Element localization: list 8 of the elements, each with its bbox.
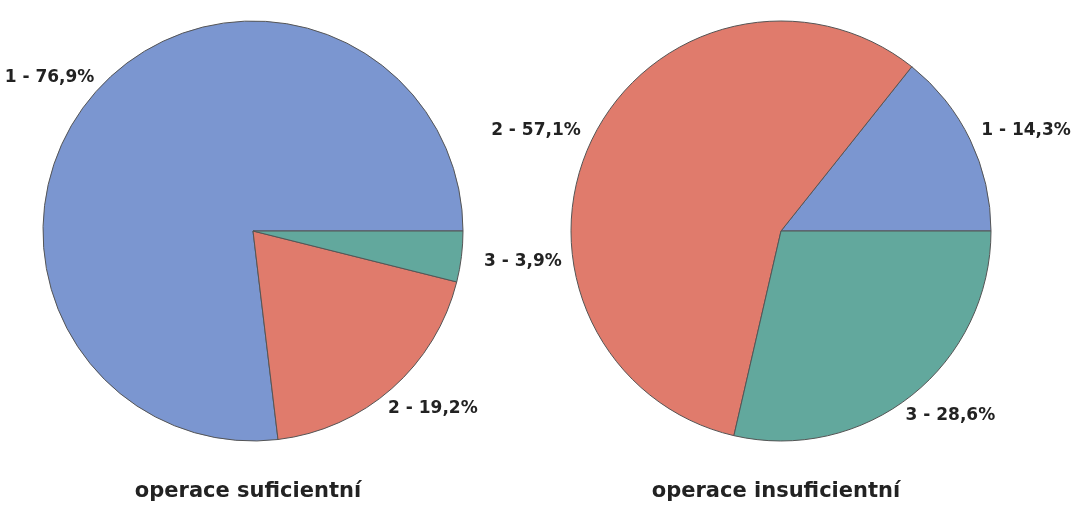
slice-label: 2 - 57,1%	[491, 119, 581, 140]
text: operace insuficientní	[650, 478, 902, 502]
slice-label: 2 - 19,2%	[388, 396, 478, 417]
slice-label: 1 - 14,3%	[981, 119, 1071, 140]
slice-label: 3 - 3,9%	[484, 249, 562, 270]
slice-label: 3 - 28,6%	[905, 404, 996, 425]
text: operace suficientní	[133, 478, 363, 502]
slice-label: 1 - 76,9%	[4, 65, 95, 86]
